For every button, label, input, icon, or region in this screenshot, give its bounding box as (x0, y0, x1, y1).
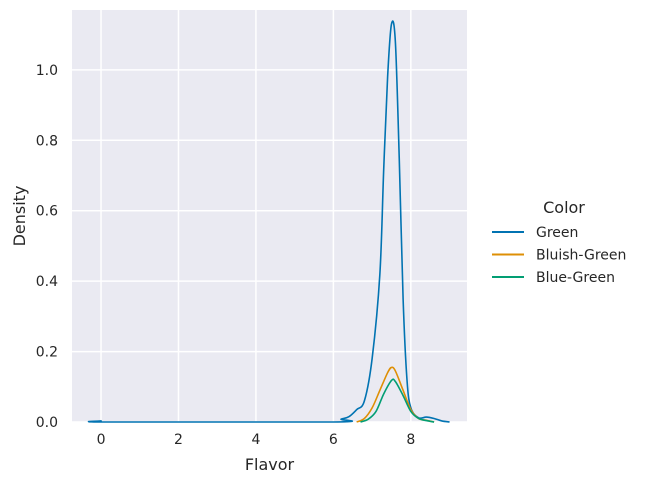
x-tick-label: 0 (97, 432, 106, 448)
legend-label-blue-green: Blue-Green (536, 270, 615, 286)
y-tick-label: 0.0 (36, 415, 58, 431)
legend-label-bluish-green: Bluish-Green (536, 248, 626, 264)
legend-label-green: Green (536, 225, 578, 241)
series-line-blue-green (360, 378, 435, 423)
y-tick-label: 1.0 (36, 63, 58, 79)
x-tick-label: 4 (251, 432, 260, 448)
y-axis-ticks: 0.0 0.2 0.4 0.6 0.8 1.0 (36, 63, 58, 431)
x-tick-label: 6 (329, 432, 338, 448)
x-axis-label: Flavor (245, 455, 295, 474)
x-tick-label: 2 (174, 432, 183, 448)
plot-background (72, 10, 467, 422)
y-tick-label: 0.8 (36, 133, 58, 149)
y-tick-label: 0.2 (36, 345, 58, 361)
x-tick-label: 8 (406, 432, 415, 448)
y-tick-label: 0.4 (36, 274, 58, 290)
y-tick-label: 0.6 (36, 204, 58, 220)
y-axis-label: Density (10, 186, 29, 247)
legend: Color Green Bluish-Green Blue-Green (492, 198, 626, 286)
series-layer (87, 20, 450, 423)
x-axis-ticks: 0 2 4 6 8 (97, 432, 416, 448)
legend-title: Color (543, 198, 585, 217)
